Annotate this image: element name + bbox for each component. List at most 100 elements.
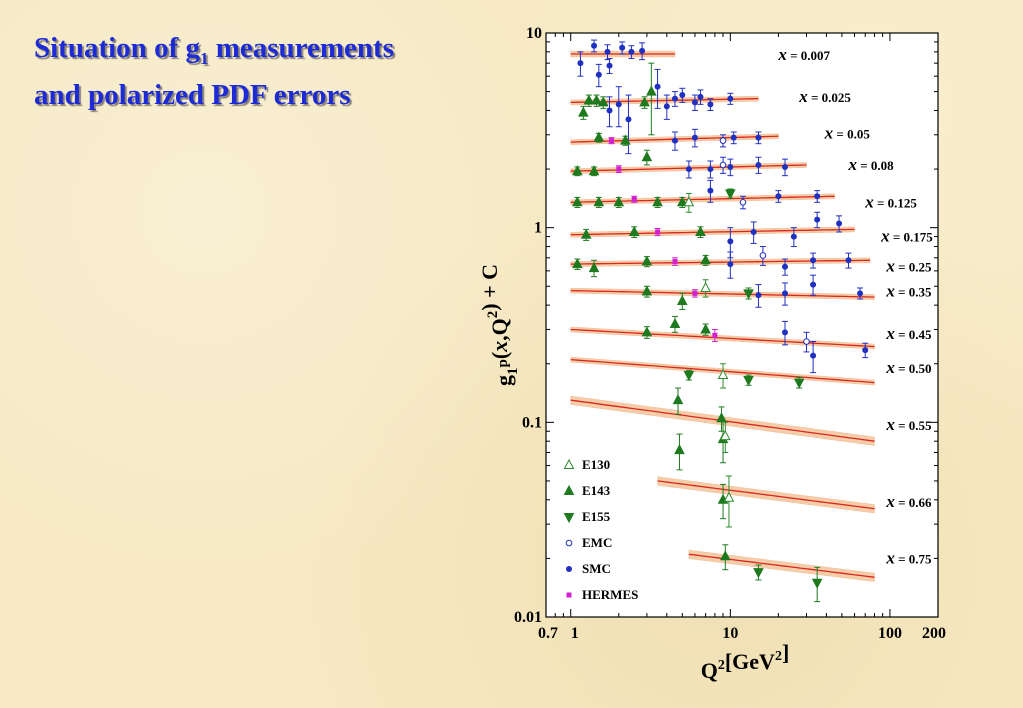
data-point-smc xyxy=(781,163,788,170)
data-point-e143 xyxy=(641,326,653,337)
data-point-smc xyxy=(781,263,788,270)
data-point-e143 xyxy=(597,96,609,107)
data-points xyxy=(572,39,869,603)
fit-line-4 xyxy=(570,195,835,203)
data-point-e143 xyxy=(652,196,663,207)
data-point-e130 xyxy=(717,368,729,380)
data-point-smc xyxy=(755,161,762,168)
title-line1-pre: Situation of g xyxy=(34,32,200,64)
data-point-smc xyxy=(727,95,734,102)
data-point-smc xyxy=(790,233,797,240)
data-point-e143 xyxy=(580,228,592,239)
y-axis-title-part: ) + C xyxy=(477,264,502,311)
data-point-emc xyxy=(719,137,727,144)
data-point-emc xyxy=(803,338,810,345)
data-point-hermes xyxy=(608,138,614,144)
data-point-smc xyxy=(707,187,714,194)
legend-marker-smc xyxy=(566,566,572,572)
x-tick-label: 1 xyxy=(571,625,579,642)
legend-label: EMC xyxy=(582,535,612,550)
y-axis-title: g1p(x,Q2) + C xyxy=(477,264,521,386)
data-point-smc xyxy=(591,42,598,49)
data-point-e143 xyxy=(646,85,657,96)
data-point-smc xyxy=(750,229,757,236)
data-point-e143 xyxy=(700,323,711,334)
data-point-e155 xyxy=(725,189,736,200)
bin-label-value: = 0.50 xyxy=(895,361,932,376)
data-point-e143 xyxy=(641,255,653,266)
data-point-e143 xyxy=(593,131,605,142)
data-point-smc xyxy=(862,347,869,354)
data-point-smc xyxy=(781,290,788,297)
x-axis-title-part: 2 xyxy=(718,658,725,673)
bin-label-symbol: x xyxy=(885,415,895,434)
data-point-hermes xyxy=(631,196,637,202)
data-point-smc xyxy=(679,92,686,99)
data-point-smc xyxy=(663,103,670,110)
axis-ticks: 0.01 0.1 1 10 0.7 1 10 100 200 xyxy=(514,25,946,642)
y-axis-title-part: ,Q xyxy=(487,318,512,341)
data-point-smc xyxy=(857,290,864,297)
data-point-smc xyxy=(671,137,678,144)
data-point-smc xyxy=(697,93,704,100)
data-point-smc xyxy=(755,292,762,299)
bin-label: x = 0.125 xyxy=(864,192,917,211)
plot-frame xyxy=(545,32,939,618)
legend-marker-e130 xyxy=(563,458,575,469)
data-point-e143 xyxy=(716,412,727,423)
bin-label-value: = 0.55 xyxy=(895,418,932,433)
data-point-hermes xyxy=(692,290,698,296)
data-point-e143 xyxy=(719,550,731,561)
x-tick-label: 200 xyxy=(922,625,946,642)
bin-label: x = 0.05 xyxy=(824,123,871,142)
bin-label-symbol: x xyxy=(885,257,895,276)
bin-label-value: = 0.125 xyxy=(874,195,918,210)
data-point-e143 xyxy=(641,151,653,162)
legend-label: HERMES xyxy=(582,587,638,602)
bin-label-symbol: x xyxy=(885,281,895,300)
legend-marker-e155 xyxy=(563,513,575,524)
bin-label: x = 0.50 xyxy=(885,358,931,377)
x-axis-title-part: Q xyxy=(701,658,718,683)
data-point-hermes xyxy=(655,229,661,235)
data-point-e143 xyxy=(578,106,589,117)
bin-label-value: = 0.175 xyxy=(890,230,934,245)
y-axis-title-part: x xyxy=(487,341,512,353)
y-axis-title-part: ( xyxy=(487,352,512,359)
bin-label-value: = 0.35 xyxy=(895,284,932,299)
x-tick-label: 10 xyxy=(722,625,738,642)
bin-label: x = 0.35 xyxy=(885,281,932,300)
data-point-smc xyxy=(639,47,646,54)
data-point-e143 xyxy=(572,165,583,176)
data-point-smc xyxy=(810,257,817,264)
y-axis-title-part: g xyxy=(491,375,516,386)
data-point-e143 xyxy=(669,317,681,328)
data-point-hermes xyxy=(616,166,622,172)
fit-line-11 xyxy=(657,480,875,510)
data-point-emc xyxy=(719,161,727,169)
data-point-e130 xyxy=(723,491,735,502)
data-point-e143 xyxy=(588,165,600,176)
x-axis-title-part: ] xyxy=(782,640,789,665)
data-point-smc xyxy=(707,166,714,173)
data-point-smc xyxy=(619,44,626,51)
bin-label: x = 0.175 xyxy=(880,227,933,246)
data-point-e143 xyxy=(641,285,653,296)
x-tick-label: 100 xyxy=(878,625,902,642)
data-point-e130 xyxy=(700,281,711,292)
title-subscript: 1 xyxy=(199,48,209,68)
data-point-smc xyxy=(727,261,734,268)
bin-label-value: = 0.08 xyxy=(857,158,894,173)
data-point-smc xyxy=(654,83,661,90)
bin-label: x = 0.66 xyxy=(885,492,932,511)
data-point-smc xyxy=(685,166,692,173)
data-point-smc xyxy=(625,116,632,123)
data-point-smc xyxy=(671,95,678,102)
bin-label-value: = 0.25 xyxy=(895,260,932,275)
bin-label-symbol: x xyxy=(824,123,834,142)
y-tick-label: 10 xyxy=(526,25,542,42)
data-point-e143 xyxy=(572,258,583,269)
legend-label: E155 xyxy=(582,509,611,524)
title-line1-post: measurements xyxy=(208,32,394,64)
